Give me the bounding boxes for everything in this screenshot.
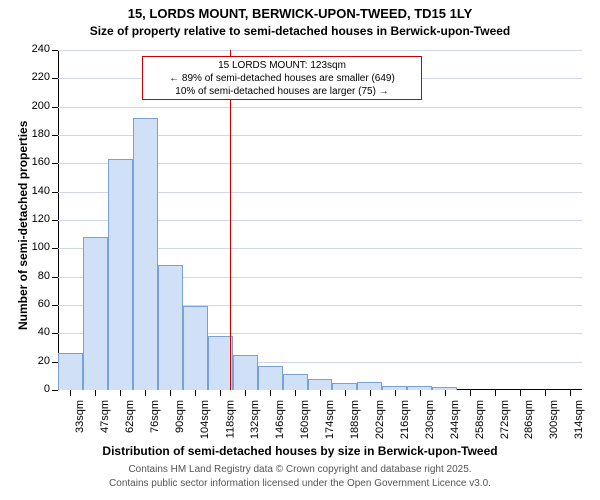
y-tick bbox=[52, 248, 58, 249]
x-tick bbox=[520, 390, 521, 396]
x-tick-label: 272sqm bbox=[499, 400, 511, 439]
x-tick-label: 314sqm bbox=[574, 400, 586, 439]
histogram-bar bbox=[58, 353, 83, 390]
y-tick bbox=[52, 390, 58, 391]
histogram-bar bbox=[233, 355, 258, 390]
chart-title-line2: Size of property relative to semi-detach… bbox=[0, 24, 600, 38]
y-tick-label: 200 bbox=[18, 100, 50, 112]
x-tick-label: 146sqm bbox=[274, 400, 286, 439]
histogram-bar bbox=[158, 265, 183, 390]
x-tick bbox=[220, 390, 221, 396]
y-tick bbox=[52, 107, 58, 108]
x-tick-label: 118sqm bbox=[224, 400, 236, 438]
x-tick-label: 244sqm bbox=[449, 400, 461, 439]
histogram-bar bbox=[332, 383, 357, 390]
x-tick bbox=[470, 390, 471, 396]
histogram-bar bbox=[83, 237, 108, 390]
footnote-line-1: Contains HM Land Registry data © Crown c… bbox=[0, 464, 600, 475]
x-tick bbox=[170, 390, 171, 396]
x-tick bbox=[295, 390, 296, 396]
x-tick-label: 230sqm bbox=[424, 400, 436, 439]
gridline bbox=[58, 107, 582, 108]
x-tick-label: 132sqm bbox=[249, 400, 261, 439]
histogram-bar bbox=[183, 306, 208, 390]
x-tick bbox=[420, 390, 421, 396]
y-tick-label: 180 bbox=[18, 128, 50, 140]
y-tick-label: 100 bbox=[18, 241, 50, 253]
y-tick bbox=[52, 135, 58, 136]
x-tick bbox=[270, 390, 271, 396]
footnote-line-2: Contains public sector information licen… bbox=[0, 478, 600, 489]
histogram-bar bbox=[357, 382, 382, 391]
x-tick-label: 62sqm bbox=[124, 400, 136, 433]
x-tick bbox=[345, 390, 346, 396]
y-tick bbox=[52, 277, 58, 278]
x-tick bbox=[395, 390, 396, 396]
y-tick bbox=[52, 305, 58, 306]
x-tick-label: 300sqm bbox=[549, 400, 561, 439]
y-tick-label: 140 bbox=[18, 185, 50, 197]
y-tick-label: 80 bbox=[18, 270, 50, 282]
x-tick-label: 174sqm bbox=[324, 400, 336, 439]
y-tick bbox=[52, 362, 58, 363]
y-tick-label: 60 bbox=[18, 298, 50, 310]
x-tick-label: 104sqm bbox=[199, 400, 211, 439]
annotation-line-1: 15 LORDS MOUNT: 123sqm bbox=[147, 59, 417, 72]
x-tick-label: 160sqm bbox=[299, 400, 311, 439]
property-marker-line bbox=[230, 50, 231, 390]
x-tick-label: 216sqm bbox=[399, 400, 411, 439]
x-tick bbox=[320, 390, 321, 396]
x-axis-label: Distribution of semi-detached houses by … bbox=[0, 444, 600, 458]
y-tick-label: 240 bbox=[18, 43, 50, 55]
x-tick-label: 33sqm bbox=[74, 400, 86, 433]
y-tick bbox=[52, 78, 58, 79]
x-tick bbox=[195, 390, 196, 396]
x-tick-label: 202sqm bbox=[374, 400, 386, 439]
x-tick bbox=[245, 390, 246, 396]
y-tick bbox=[52, 333, 58, 334]
y-tick-label: 40 bbox=[18, 326, 50, 338]
x-tick bbox=[570, 390, 571, 396]
histogram-bar bbox=[108, 159, 133, 390]
x-tick bbox=[120, 390, 121, 396]
histogram-bar bbox=[283, 374, 308, 390]
x-tick-label: 90sqm bbox=[174, 400, 186, 433]
x-tick bbox=[145, 390, 146, 396]
annotation-line-2: ← 89% of semi-detached houses are smalle… bbox=[147, 72, 417, 85]
x-tick bbox=[545, 390, 546, 396]
plot-area: 15 LORDS MOUNT: 123sqm ← 89% of semi-det… bbox=[58, 50, 582, 390]
x-tick bbox=[95, 390, 96, 396]
histogram-bar bbox=[308, 379, 333, 390]
chart-title-line1: 15, LORDS MOUNT, BERWICK-UPON-TWEED, TD1… bbox=[0, 6, 600, 21]
histogram-bar bbox=[133, 118, 158, 390]
y-tick-label: 20 bbox=[18, 355, 50, 367]
x-tick-label: 286sqm bbox=[524, 400, 536, 439]
gridline bbox=[58, 50, 582, 51]
y-tick-label: 160 bbox=[18, 156, 50, 168]
y-tick bbox=[52, 192, 58, 193]
x-tick-label: 258sqm bbox=[474, 400, 486, 439]
y-tick-label: 220 bbox=[18, 71, 50, 83]
annotation-box: 15 LORDS MOUNT: 123sqm ← 89% of semi-det… bbox=[142, 56, 422, 100]
annotation-line-3: 10% of semi-detached houses are larger (… bbox=[147, 85, 417, 98]
y-tick bbox=[52, 163, 58, 164]
chart-container: { "title": { "line1": "15, LORDS MOUNT, … bbox=[0, 0, 600, 500]
x-tick-label: 47sqm bbox=[99, 400, 111, 433]
histogram-bar bbox=[208, 336, 233, 390]
x-tick bbox=[495, 390, 496, 396]
y-tick-label: 120 bbox=[18, 213, 50, 225]
y-tick-label: 0 bbox=[18, 383, 50, 395]
x-tick-label: 188sqm bbox=[349, 400, 361, 439]
x-tick bbox=[70, 390, 71, 396]
histogram-bar bbox=[258, 366, 283, 390]
y-tick bbox=[52, 50, 58, 51]
x-tick bbox=[445, 390, 446, 396]
x-tick-label: 76sqm bbox=[149, 400, 161, 433]
y-tick bbox=[52, 220, 58, 221]
x-tick bbox=[370, 390, 371, 396]
